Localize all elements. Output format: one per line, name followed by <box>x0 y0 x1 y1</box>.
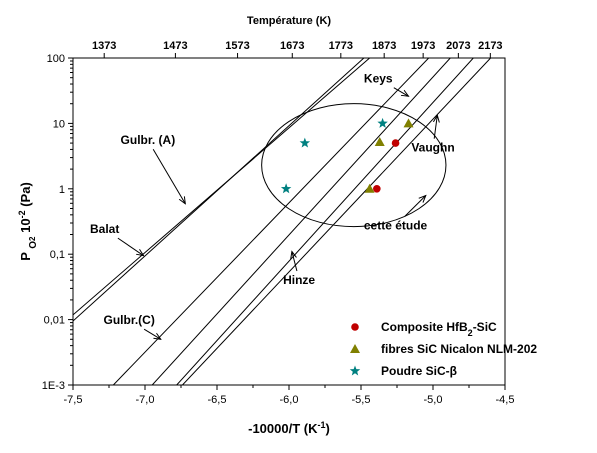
y-tick-label: 1E-3 <box>42 380 65 392</box>
x-tick-label: -7,0 <box>136 394 155 406</box>
y-tick-label: 100 <box>47 53 65 65</box>
annotation-arrow-gulbr-c <box>143 328 161 339</box>
point-star-3 <box>377 117 388 128</box>
point-triangle-2 <box>374 136 385 146</box>
legend-label: Poudre SiC-β <box>381 364 457 378</box>
top-tick-label: 1973 <box>411 40 435 52</box>
annotation-arrow-keys <box>393 87 409 97</box>
point-triangle-3 <box>403 118 414 128</box>
annotation-arrow-balat <box>117 237 144 256</box>
point-star-1 <box>280 183 292 194</box>
top-tick-label: 1673 <box>280 40 304 52</box>
annotation-arrow-gulbr-a <box>152 148 185 204</box>
y-axis-title: P O2 10-2 (Pa) <box>17 182 39 261</box>
line-gulbr-c <box>112 58 430 385</box>
legend-label: fibres SiC Nicalon NLM-202 <box>381 342 537 356</box>
annotation-hinze: Hinze <box>283 273 315 287</box>
legend-marker-circle <box>351 323 359 331</box>
legend: Composite HfB2-SiC fibres SiC Nicalon NLM… <box>349 320 537 378</box>
x-tick-label: -5,5 <box>352 394 371 406</box>
data-points <box>280 117 414 194</box>
y-tick-label: 0,01 <box>44 315 65 327</box>
x-tick-label: -6,5 <box>208 394 227 406</box>
y-tick-label: 10 <box>53 118 65 130</box>
legend-marker-triangle <box>350 344 360 353</box>
x-tick-label: -4,5 <box>496 394 515 406</box>
point-circle-1 <box>373 185 381 193</box>
annotation-vaughn: Vaughn <box>411 141 454 155</box>
annotation-arrow-hinze <box>292 251 298 272</box>
annotation-arrow-cette-tude <box>404 195 426 217</box>
top-tick-label: 2173 <box>478 40 502 52</box>
point-triangle-1 <box>364 183 375 193</box>
reference-lines <box>73 58 491 385</box>
x-tick-label: -5,0 <box>424 394 443 406</box>
y-tick-label: 1 <box>59 184 65 196</box>
top-tick-label: 1373 <box>92 40 116 52</box>
point-circle-2 <box>391 139 400 147</box>
annotation-keys: Keys <box>364 72 393 86</box>
top-tick-label: 1473 <box>163 40 187 52</box>
top-tick-label: 1573 <box>225 40 249 52</box>
point-star-2 <box>299 137 311 148</box>
line-keys <box>176 58 474 385</box>
x-axis-title: -10000/T (K-1) <box>248 420 330 436</box>
x-tick-label: -6,0 <box>280 394 299 406</box>
x-tick-label: -7,5 <box>64 394 83 406</box>
legend-marker-star <box>349 365 361 376</box>
annotations: Gulbr. (A) Balat Gulbr.(C) Hinze Keys Vaughn c… <box>90 72 455 340</box>
annotation-gulbr-a: Gulbr. (A) <box>121 133 176 147</box>
top-tick-label: 1773 <box>329 40 353 52</box>
annotation-balat: Balat <box>90 222 119 236</box>
line-gulbr-a <box>73 58 370 316</box>
legend-label: Composite HfB2-SiC <box>381 320 497 338</box>
annotation-gulbr-c: Gulbr.(C) <box>103 313 154 327</box>
top-tick-label: 1873 <box>372 40 396 52</box>
top-axis-title: Température (K) <box>247 15 331 27</box>
annotation-cette-tude: cette étude <box>364 218 428 232</box>
line-vaughn <box>182 58 491 385</box>
study-ellipse <box>261 103 447 228</box>
annotation-arrow-vaughn <box>434 115 437 139</box>
study-region <box>261 103 447 228</box>
axes: -7,5 -7,0 -6,5 -6,0 -5,5 -5,0 -4,5 1E-3 0,01 0,1 1… <box>17 15 514 436</box>
top-tick-label: 2073 <box>446 40 470 52</box>
y-tick-label: 0,1 <box>50 249 65 261</box>
